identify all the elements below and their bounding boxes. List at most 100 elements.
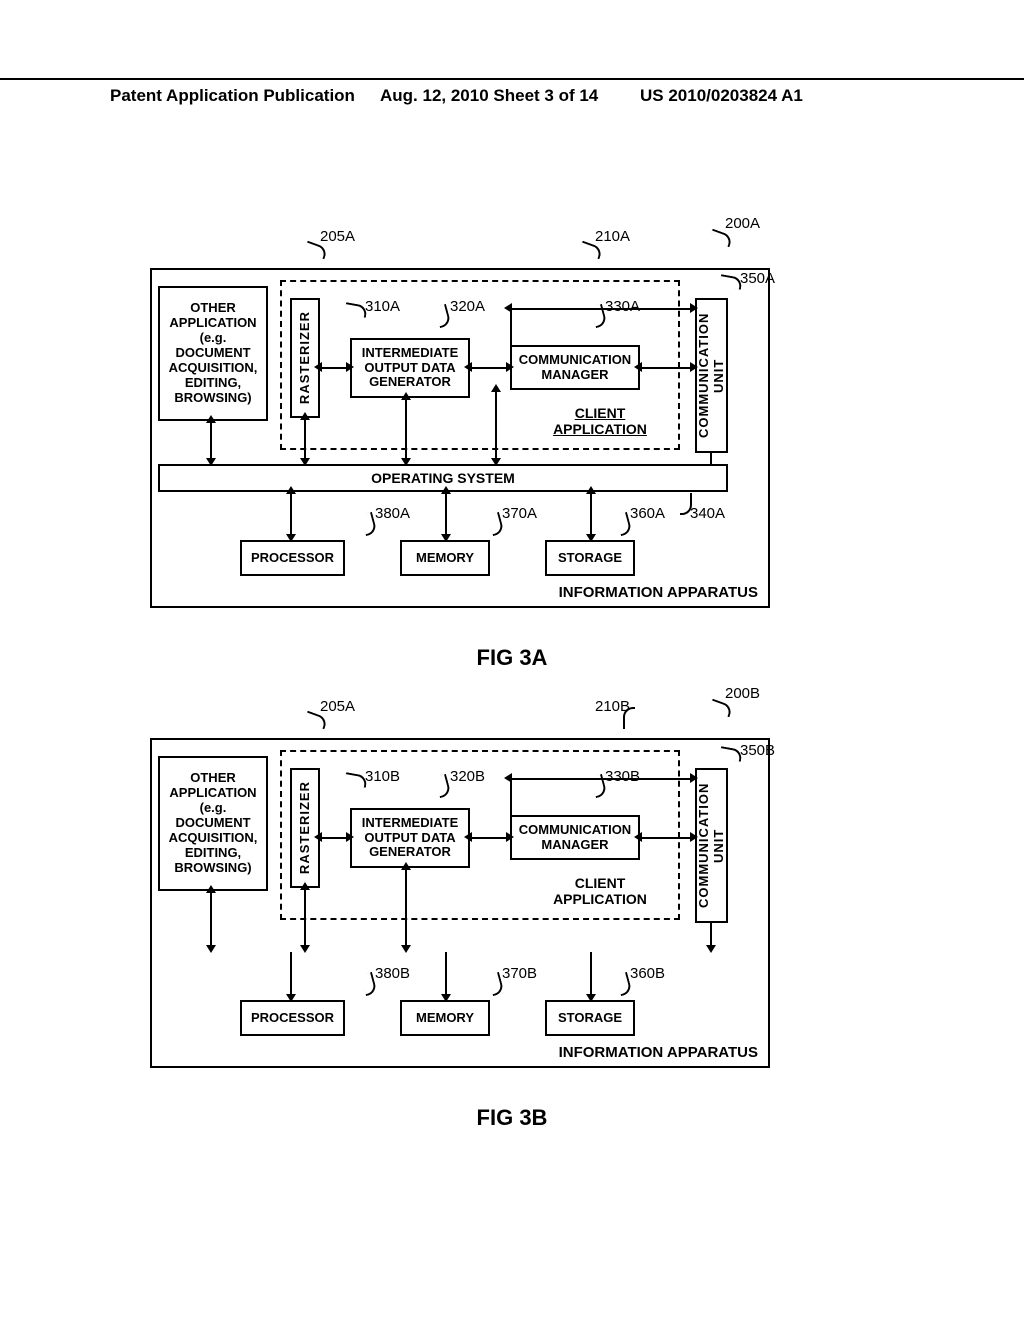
arrow-os-proc-a (290, 492, 292, 540)
ahead-u6-a (441, 486, 451, 494)
arrow-rast-down-b (304, 888, 306, 951)
storage-box-b: STORAGE (545, 1000, 635, 1036)
ahead-d1-b (206, 945, 216, 953)
ahead-d6-a (441, 534, 451, 542)
ahead-u2-b (300, 882, 310, 890)
ahead-u1-b (206, 885, 216, 893)
arrow-cm-cu-a (640, 367, 695, 369)
rasterizer-label-b: RASTERIZER (298, 781, 313, 874)
ahead-l1-b (314, 832, 322, 842)
info-apparatus-label-b: INFORMATION APPARATUS (559, 1044, 758, 1061)
rasterizer-box-a: RASTERIZER (290, 298, 320, 418)
storage-box-a: STORAGE (545, 540, 635, 576)
arrow-top-long-a (510, 308, 695, 310)
ahead-d7-b (586, 994, 596, 1002)
fig-3b-label: FIG 3B (477, 1105, 548, 1131)
ahead-u5-a (286, 486, 296, 494)
info-apparatus-label-a: INFORMATION APPARATUS (559, 584, 758, 601)
ahead-l2-a (464, 362, 472, 372)
ref-330a: 330A (605, 298, 640, 315)
ref-370a: 370A (502, 505, 537, 522)
arrow-os-mem-a (445, 492, 447, 540)
ahead-r1-b (346, 832, 354, 842)
arrow-iod-os-a (405, 398, 407, 464)
comm-unit-label-b: COMMUNICATION UNIT (697, 772, 727, 919)
fig-3a-label: FIG 3A (477, 645, 548, 671)
ahead-d1-a (206, 458, 216, 466)
header-date: Aug. 12, 2010 Sheet 3 of 14 (380, 86, 598, 106)
ahead-r3-a (690, 362, 698, 372)
arrow-proc-b (290, 952, 292, 1000)
ref-360b: 360B (630, 965, 665, 982)
ref-205a: 205A (320, 228, 355, 245)
ahead-d5-a (286, 534, 296, 542)
page: Patent Application Publication Aug. 12, … (0, 0, 1024, 1320)
arrow-mem-b (445, 952, 447, 1000)
rasterizer-label-a: RASTERIZER (298, 311, 313, 404)
ref-350b: 350B (740, 742, 775, 759)
page-header: Patent Application Publication Aug. 12, … (0, 78, 1024, 86)
arrow-iod-cm-a (470, 367, 510, 369)
ahead-d7-a (586, 534, 596, 542)
comm-unit-box-b: COMMUNICATION UNIT (695, 768, 728, 923)
ahead-d2-a (300, 458, 310, 466)
other-application-box-b: OTHER APPLICATION (e.g. DOCUMENT ACQUISI… (158, 756, 268, 891)
ref-200a: 200A (725, 215, 760, 232)
ref-310b: 310B (365, 768, 400, 785)
arrow-topdown-b (510, 778, 512, 815)
ahead-d4-b (706, 945, 716, 953)
ahead-l1-a (314, 362, 322, 372)
processor-box-b: PROCESSOR (240, 1000, 345, 1036)
client-app-label-b: CLIENT APPLICATION (540, 875, 660, 907)
ahead-u1-a (206, 415, 216, 423)
ahead-l3-b (634, 832, 642, 842)
ahead-r3-b (690, 832, 698, 842)
header-docno: US 2010/0203824 A1 (640, 86, 803, 106)
arrow-cm-os-a (495, 390, 497, 464)
arrow-topdown-a (510, 308, 512, 345)
ahead-u3-b (401, 862, 411, 870)
rasterizer-box-b: RASTERIZER (290, 768, 320, 888)
header-pub: Patent Application Publication (110, 86, 355, 106)
arrow-iod-cm-b (470, 837, 510, 839)
arrow-iod-down-b (405, 868, 407, 951)
other-application-box-a: OTHER APPLICATION (e.g. DOCUMENT ACQUISI… (158, 286, 268, 421)
ahead-u2-a (300, 412, 310, 420)
arrow-oa-down-b (210, 891, 212, 951)
figure-3b: 200B 205A 210B INFORMATION APPARATUS OTH… (150, 720, 770, 1070)
ref-350a: 350A (740, 270, 775, 287)
ahead-u7-a (586, 486, 596, 494)
arrow-top-long-b (510, 778, 695, 780)
ahead-d3-b (401, 945, 411, 953)
arrow-cm-cu-b (640, 837, 695, 839)
client-app-label-a: CLIENT APPLICATION (540, 405, 660, 437)
ref-320b: 320B (450, 768, 485, 785)
ahead-r4-a (690, 303, 698, 313)
comm-unit-box-a: COMMUNICATION UNIT (695, 298, 728, 453)
ref-200b: 200B (725, 685, 760, 702)
ref-360a: 360A (630, 505, 665, 522)
ahead-d4-a (491, 458, 501, 466)
processor-box-a: PROCESSOR (240, 540, 345, 576)
ahead-r2-b (506, 832, 514, 842)
ahead-u3-a (401, 392, 411, 400)
ahead-d3-a (401, 458, 411, 466)
ref-340a: 340A (690, 505, 725, 522)
ahead-u4-a (491, 384, 501, 392)
curve-210b (623, 707, 635, 729)
memory-box-b: MEMORY (400, 1000, 490, 1036)
arrow-os-stor-a (590, 492, 592, 540)
ref-320a: 320A (450, 298, 485, 315)
ref-380a: 380A (375, 505, 410, 522)
ahead-d2-b (300, 945, 310, 953)
ahead-l2-b (464, 832, 472, 842)
ref-205a-b: 205A (320, 698, 355, 715)
ahead-d6-b (441, 994, 451, 1002)
comm-manager-box-a: COMMUNICATION MANAGER (510, 345, 640, 390)
ref-310a: 310A (365, 298, 400, 315)
ref-330b: 330B (605, 768, 640, 785)
iod-generator-box-a: INTERMEDIATE OUTPUT DATA GENERATOR (350, 338, 470, 398)
ahead-d5-b (286, 994, 296, 1002)
ref-380b: 380B (375, 965, 410, 982)
figure-3a: 200A 205A 210A INFORMATION APPARATUS OTH… (150, 250, 770, 610)
